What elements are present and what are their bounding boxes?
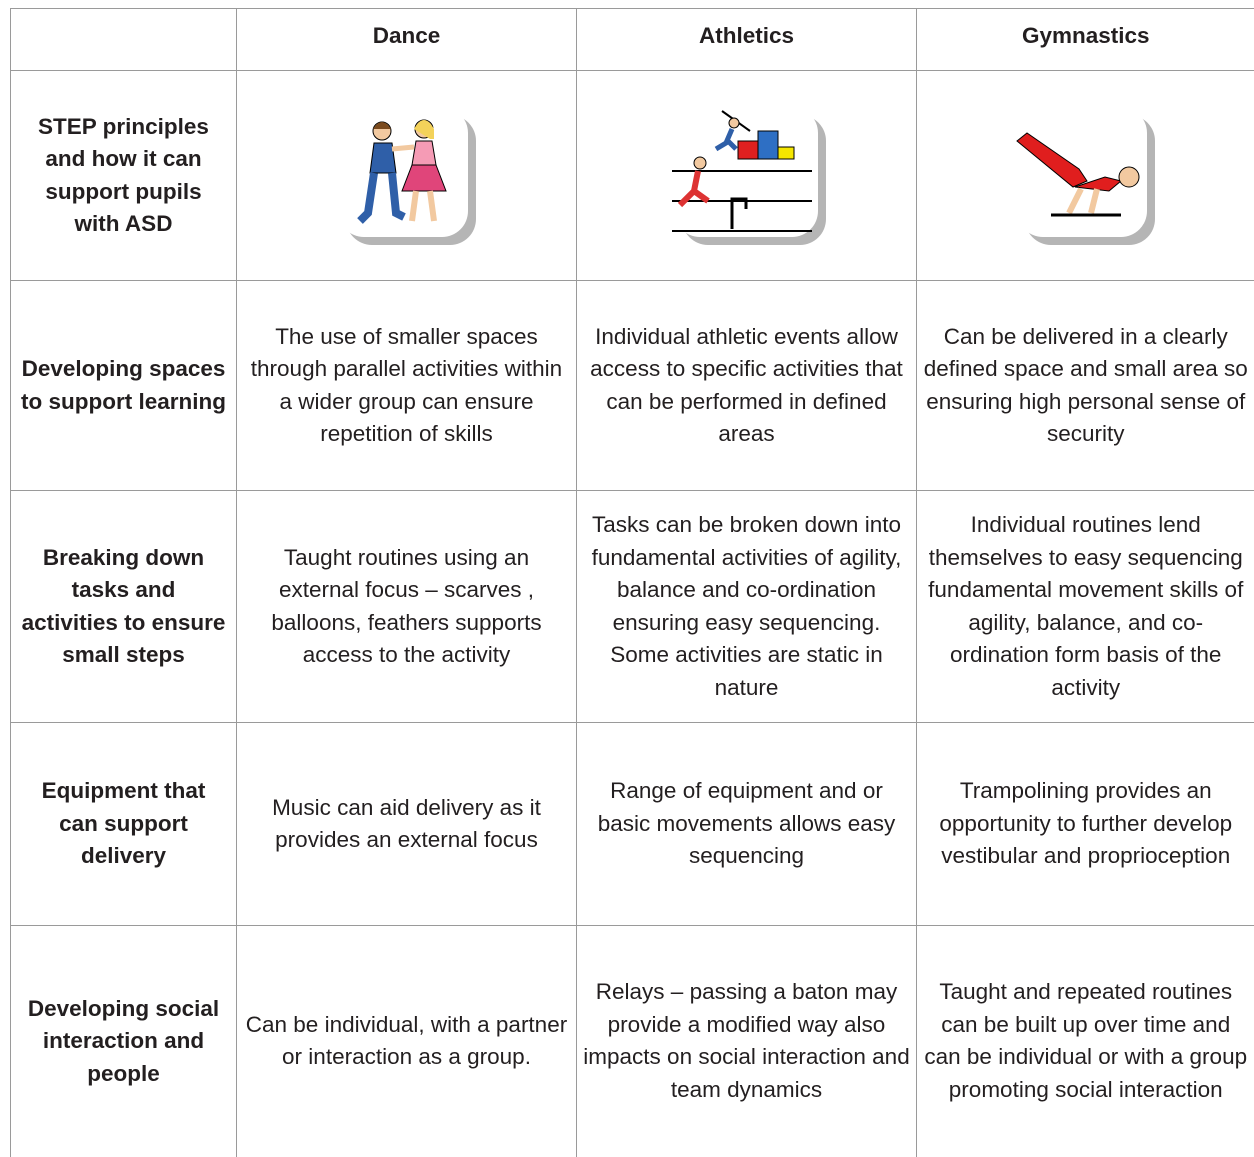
- gymnastics-icon: [1011, 101, 1161, 251]
- row-label: Developing spaces to support learning: [11, 281, 237, 491]
- table-cell: Can be individual, with a partner or int…: [237, 926, 577, 1157]
- table-cell: Range of equipment and or basic movement…: [577, 723, 917, 926]
- step-table: Dance Athletics Gymnastics STEP principl…: [10, 8, 1254, 1157]
- table-cell: Taught routines using an external focus …: [237, 491, 577, 723]
- table-cell: Taught and repeated routines can be buil…: [917, 926, 1254, 1157]
- icon-cell: [917, 71, 1254, 281]
- row-label: Developing social interaction and people: [11, 926, 237, 1157]
- table-cell: The use of smaller spaces through parall…: [237, 281, 577, 491]
- athletics-icon: [662, 101, 832, 251]
- row-label: Breaking down tasks and activities to en…: [11, 491, 237, 723]
- dance-icon: [332, 101, 482, 251]
- column-header: Athletics: [577, 9, 917, 71]
- table-cell: Individual routines lend themselves to e…: [917, 491, 1254, 723]
- table-row: Breaking down tasks and activities to en…: [11, 491, 1254, 723]
- table-cell: Can be delivered in a clearly defined sp…: [917, 281, 1254, 491]
- corner-cell: [11, 9, 237, 71]
- table-cell: Music can aid delivery as it provides an…: [237, 723, 577, 926]
- table-row: Developing social interaction and people…: [11, 926, 1254, 1157]
- column-header: Gymnastics: [917, 9, 1254, 71]
- intro-row: STEP principles and how it can support p…: [11, 71, 1254, 281]
- table-cell: Trampolining provides an opportunity to …: [917, 723, 1254, 926]
- row-label: Equipment that can support delivery: [11, 723, 237, 926]
- header-row: Dance Athletics Gymnastics: [11, 9, 1254, 71]
- icon-cell: [237, 71, 577, 281]
- table-cell: Relays – passing a baton may provide a m…: [577, 926, 917, 1157]
- column-header: Dance: [237, 9, 577, 71]
- icon-cell: [577, 71, 917, 281]
- table-cell: Tasks can be broken down into fundamenta…: [577, 491, 917, 723]
- table-cell: Individual athletic events allow access …: [577, 281, 917, 491]
- row-label: STEP principles and how it can support p…: [11, 71, 237, 281]
